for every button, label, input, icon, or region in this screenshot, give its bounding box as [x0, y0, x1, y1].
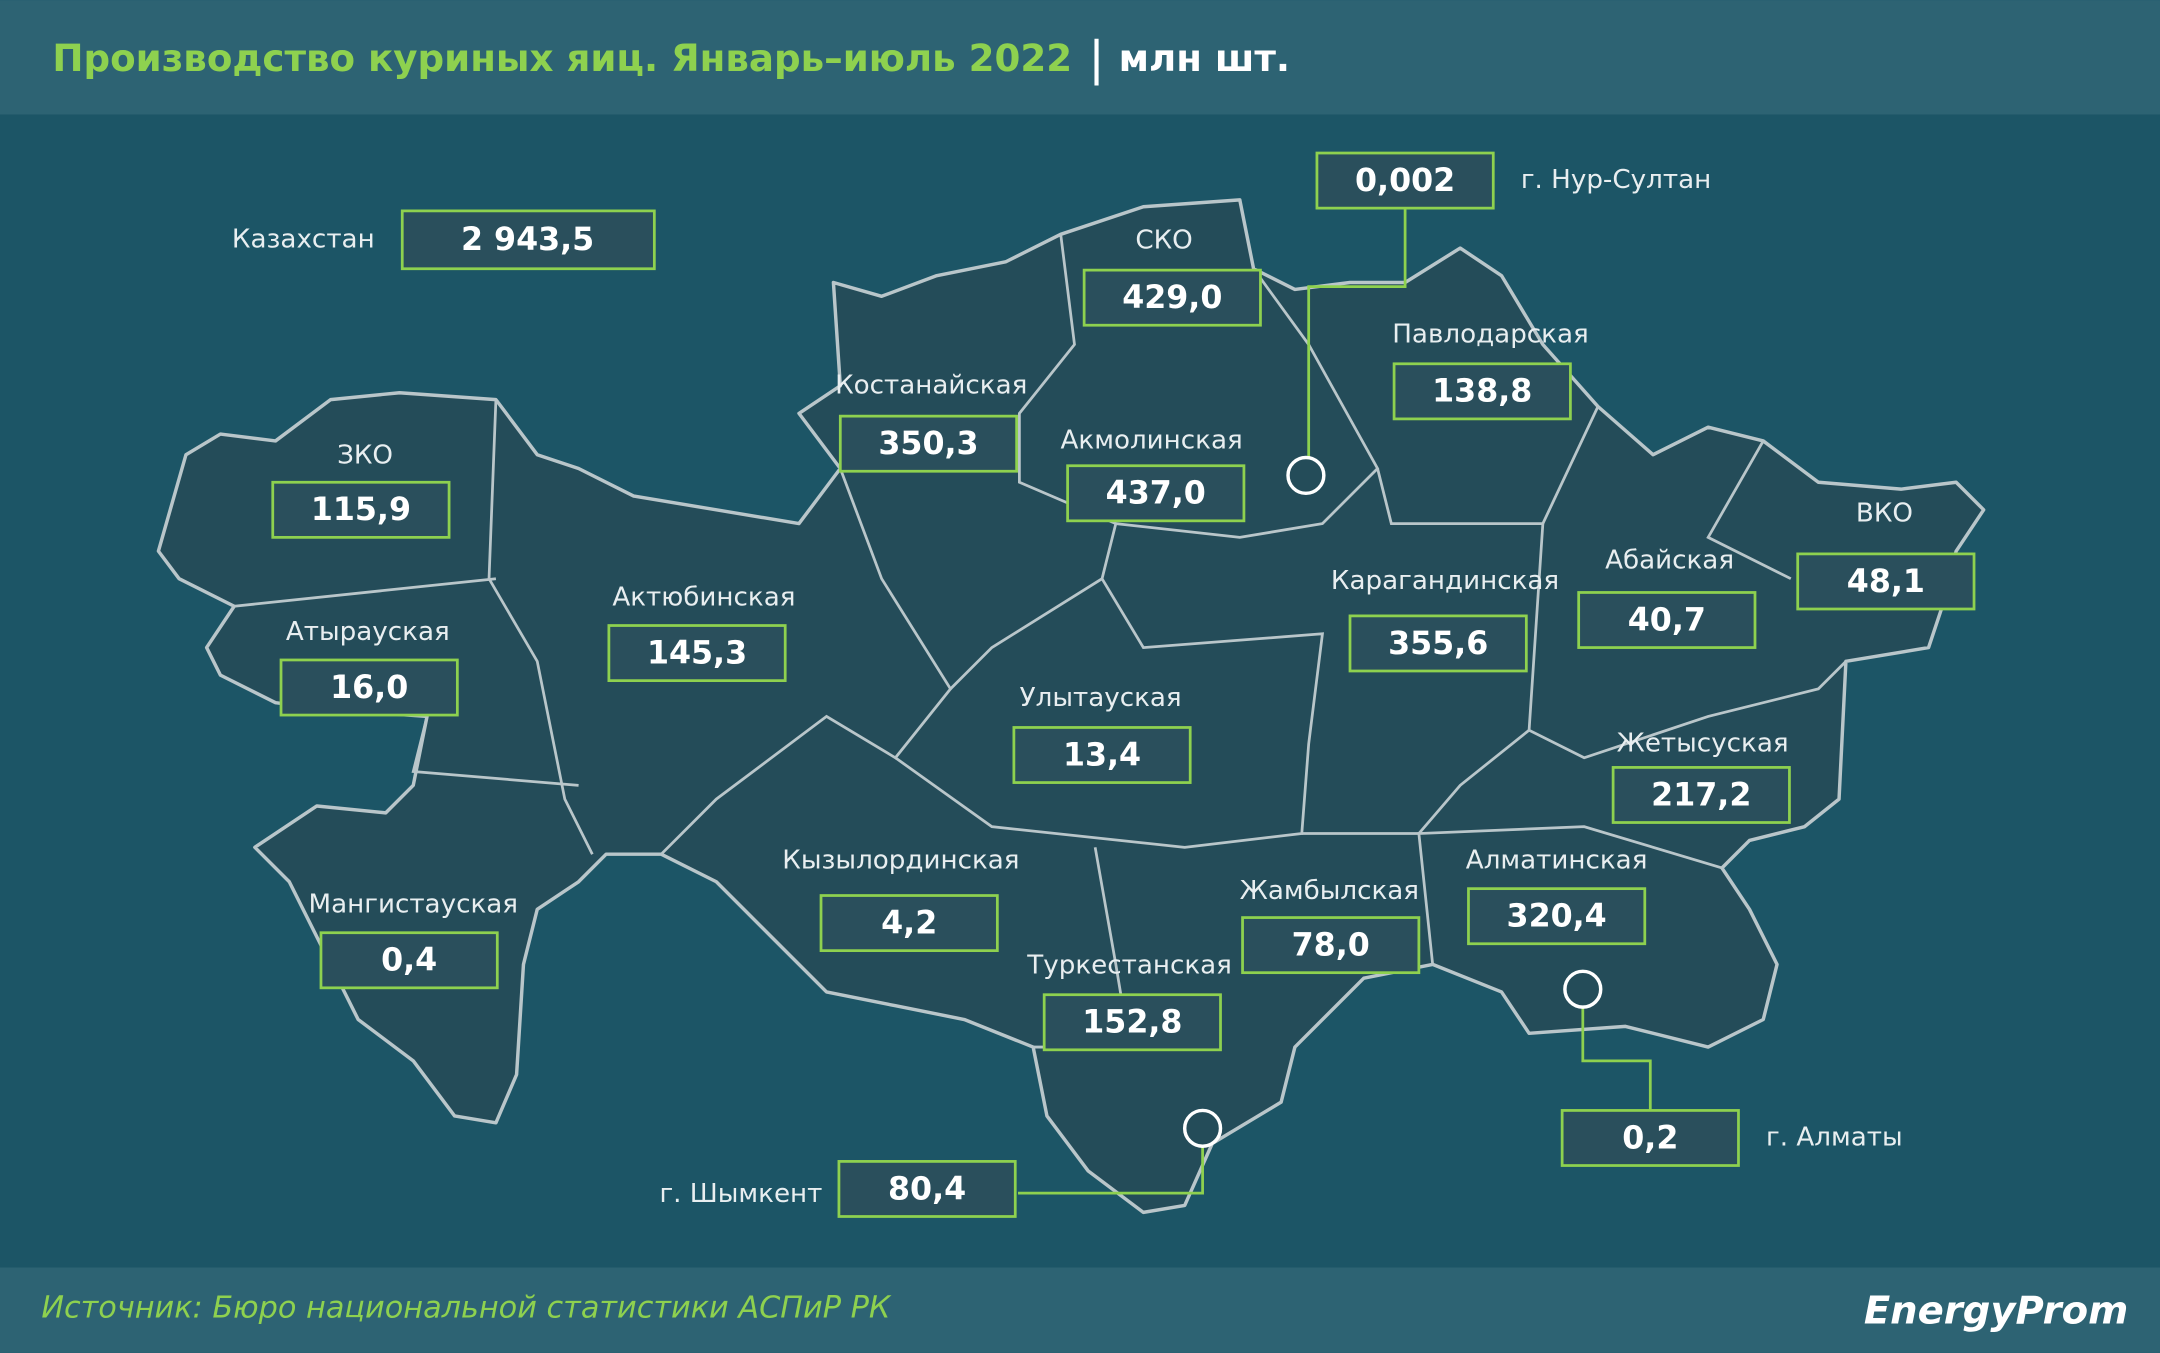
value-box: [819, 894, 999, 953]
value-box: [1315, 151, 1495, 210]
region-name: Атырауская: [286, 617, 450, 647]
region-name: Мангистауская: [309, 890, 519, 920]
value: 355,6: [1388, 626, 1488, 662]
region-name: Абайская: [1605, 545, 1734, 575]
value: 350,3: [878, 426, 978, 462]
value: 48,1: [1847, 564, 1925, 600]
city-name: г. Шымкент: [659, 1179, 822, 1209]
value: 0,002: [1355, 163, 1455, 199]
labels: ЗКО 115,9 Атырауская 16,0 Мангистауская 0,4 Ак…: [232, 151, 1976, 1218]
value: 78,0: [1292, 928, 1370, 964]
value: 320,4: [1507, 899, 1607, 935]
value-box: [1066, 464, 1246, 523]
region-name: Туркестанская: [1026, 950, 1232, 980]
value: 217,2: [1651, 777, 1751, 813]
value-box: [271, 480, 451, 539]
region-name: Жетысуская: [1617, 729, 1789, 759]
footer-band: [0, 1267, 2160, 1353]
total-name: Казахстан: [232, 224, 375, 254]
source: Источник: Бюро национальной статистики А…: [41, 1290, 892, 1325]
value-box: [1042, 993, 1222, 1052]
city-markers: [1182, 455, 1603, 1148]
region-name: Кызылординская: [782, 846, 1019, 876]
value-box: [1241, 916, 1421, 975]
region-name: Алматинская: [1466, 846, 1648, 876]
value-box: [838, 414, 1019, 473]
value-box: [400, 209, 656, 271]
header-band: [0, 0, 2160, 115]
value-box: [319, 931, 499, 990]
value: 138,8: [1432, 374, 1532, 410]
region-name: Жамбылская: [1240, 876, 1419, 906]
value-box: [1577, 591, 1757, 649]
value: 145,3: [647, 635, 747, 671]
value: 40,7: [1628, 602, 1706, 638]
value: 437,0: [1106, 476, 1206, 512]
value-box: [279, 658, 459, 717]
value: 152,8: [1082, 1005, 1182, 1041]
value: 115,9: [311, 492, 411, 528]
title: Производство куриных яиц. Январь–июль 20…: [52, 36, 1072, 80]
region-name: Карагандинская: [1331, 566, 1559, 596]
value-box: [1012, 726, 1192, 784]
total-value: 2 943,5: [461, 222, 594, 258]
region-name: ЗКО: [337, 441, 393, 471]
value-box: [1796, 552, 1976, 611]
value: 4,2: [881, 905, 937, 941]
city-name: г. Алматы: [1766, 1122, 1903, 1152]
leader-lines: [1018, 208, 1652, 1195]
value-box: [1348, 614, 1528, 673]
region-name: Улытауская: [1020, 683, 1182, 713]
value: 13,4: [1063, 737, 1141, 773]
value-box: [1611, 766, 1791, 824]
region-name: Костанайская: [835, 370, 1027, 400]
value-box: [1467, 887, 1647, 946]
value-box: [1082, 268, 1262, 327]
value-box: [1392, 362, 1572, 421]
value: 80,4: [888, 1171, 966, 1207]
value: 0,4: [381, 943, 437, 979]
value-box: [607, 624, 787, 683]
value: 16,0: [330, 670, 408, 706]
city-name: г. Нур-Султан: [1521, 165, 1711, 195]
region-name: СКО: [1135, 226, 1192, 256]
country-outline: [156, 198, 1986, 1215]
region-name: Акмолинская: [1061, 425, 1243, 455]
region-name: Павлодарская: [1392, 319, 1589, 349]
value-box: [1560, 1109, 1740, 1167]
value-box: [837, 1160, 1017, 1218]
logo: EnergyProm: [1864, 1288, 2128, 1333]
region-name: ВКО: [1856, 498, 1913, 528]
unit: млн шт.: [1119, 36, 1290, 80]
region-name: Актюбинская: [612, 582, 795, 612]
value: 429,0: [1122, 280, 1222, 316]
value: 0,2: [1622, 1120, 1678, 1156]
